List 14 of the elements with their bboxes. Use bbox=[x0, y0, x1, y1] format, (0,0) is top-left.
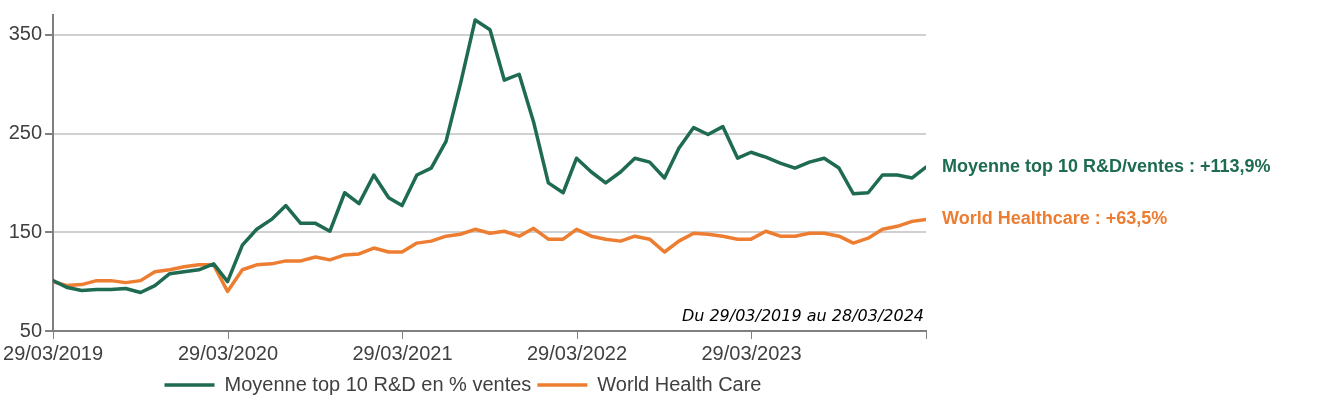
y-tick-label: 350 bbox=[8, 22, 43, 45]
x-tick-label: 29/03/2020 bbox=[177, 341, 279, 364]
y-tick-label: 250 bbox=[8, 121, 43, 144]
x-tick-label: 29/03/2022 bbox=[526, 341, 628, 364]
annotation: World Healthcare : +63,5% bbox=[942, 208, 1168, 229]
annotation: Du 29/03/2019 au 28/03/2024 bbox=[681, 306, 924, 326]
x-tick-label: 29/03/2021 bbox=[352, 341, 453, 364]
x-tick-label: 29/03/2023 bbox=[701, 341, 802, 364]
legend-label: World Health Care bbox=[597, 372, 762, 395]
annotation: Moyenne top 10 R&D/ventes : +113,9% bbox=[942, 156, 1271, 177]
y-tick-label: 50 bbox=[19, 318, 43, 341]
x-tick-label: 29/03/2019 bbox=[2, 341, 104, 364]
legend-label: Moyenne top 10 R&D en % ventes bbox=[224, 372, 532, 395]
y-tick-label: 150 bbox=[8, 219, 43, 242]
